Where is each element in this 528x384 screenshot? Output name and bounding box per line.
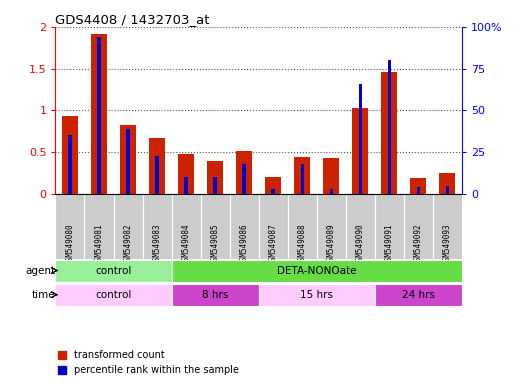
Text: GSM549083: GSM549083 [153,223,162,265]
Bar [410,178,427,194]
Text: GSM549089: GSM549089 [327,223,336,265]
Bar [404,194,433,259]
Text: 15 hrs: 15 hrs [300,290,333,300]
Bar [114,194,143,259]
Bar [388,60,391,194]
Bar [259,194,288,259]
Text: DETA-NONOate: DETA-NONOate [277,265,356,275]
Bar [172,284,259,306]
Bar [439,173,456,194]
Bar [359,84,362,194]
Text: GSM549091: GSM549091 [385,223,394,265]
Bar [433,194,462,259]
Bar [172,260,462,282]
Text: time: time [32,290,55,300]
Bar [236,151,252,194]
Bar [329,189,333,194]
Bar [155,156,159,194]
Bar [201,194,230,259]
Bar [271,189,275,194]
Bar [375,284,462,306]
Bar [259,284,375,306]
Bar [417,187,420,194]
Bar [178,154,194,194]
Text: GSM549087: GSM549087 [269,223,278,265]
Bar [242,164,246,194]
Bar [120,125,136,194]
Bar [375,194,404,259]
Bar [172,194,201,259]
Text: GSM549085: GSM549085 [211,223,220,265]
Bar [230,194,259,259]
Bar [294,157,310,194]
Bar [317,194,346,259]
Bar [55,194,84,259]
Text: GSM549084: GSM549084 [182,223,191,265]
Text: GDS4408 / 1432703_at: GDS4408 / 1432703_at [55,13,210,26]
Bar [143,194,172,259]
Bar [265,177,281,194]
Bar [323,158,340,194]
Bar [207,161,223,194]
Text: GSM549090: GSM549090 [356,223,365,265]
Text: GSM549082: GSM549082 [124,223,133,265]
Bar [62,116,78,194]
Bar [213,177,217,194]
Text: GSM549080: GSM549080 [65,223,74,265]
Bar [288,194,317,259]
Bar [55,284,172,306]
Bar [300,164,304,194]
Bar [97,37,101,194]
Bar [346,194,375,259]
Bar [352,108,369,194]
Bar [68,136,72,194]
Bar [446,185,449,194]
Bar [55,260,172,282]
Bar [84,194,114,259]
Text: GSM549081: GSM549081 [95,223,103,265]
Bar [91,33,107,194]
Text: GSM549086: GSM549086 [240,223,249,265]
Text: 8 hrs: 8 hrs [202,290,228,300]
Bar [184,177,188,194]
Bar [381,72,398,194]
Text: GSM549092: GSM549092 [414,223,423,265]
Text: control: control [96,290,131,300]
Legend: transformed count, percentile rank within the sample: transformed count, percentile rank withi… [58,351,239,375]
Text: agent: agent [25,265,55,275]
Text: GSM549093: GSM549093 [443,223,452,265]
Bar [126,129,130,194]
Bar [149,138,165,194]
Text: control: control [96,265,131,275]
Text: GSM549088: GSM549088 [298,223,307,265]
Text: 24 hrs: 24 hrs [402,290,435,300]
